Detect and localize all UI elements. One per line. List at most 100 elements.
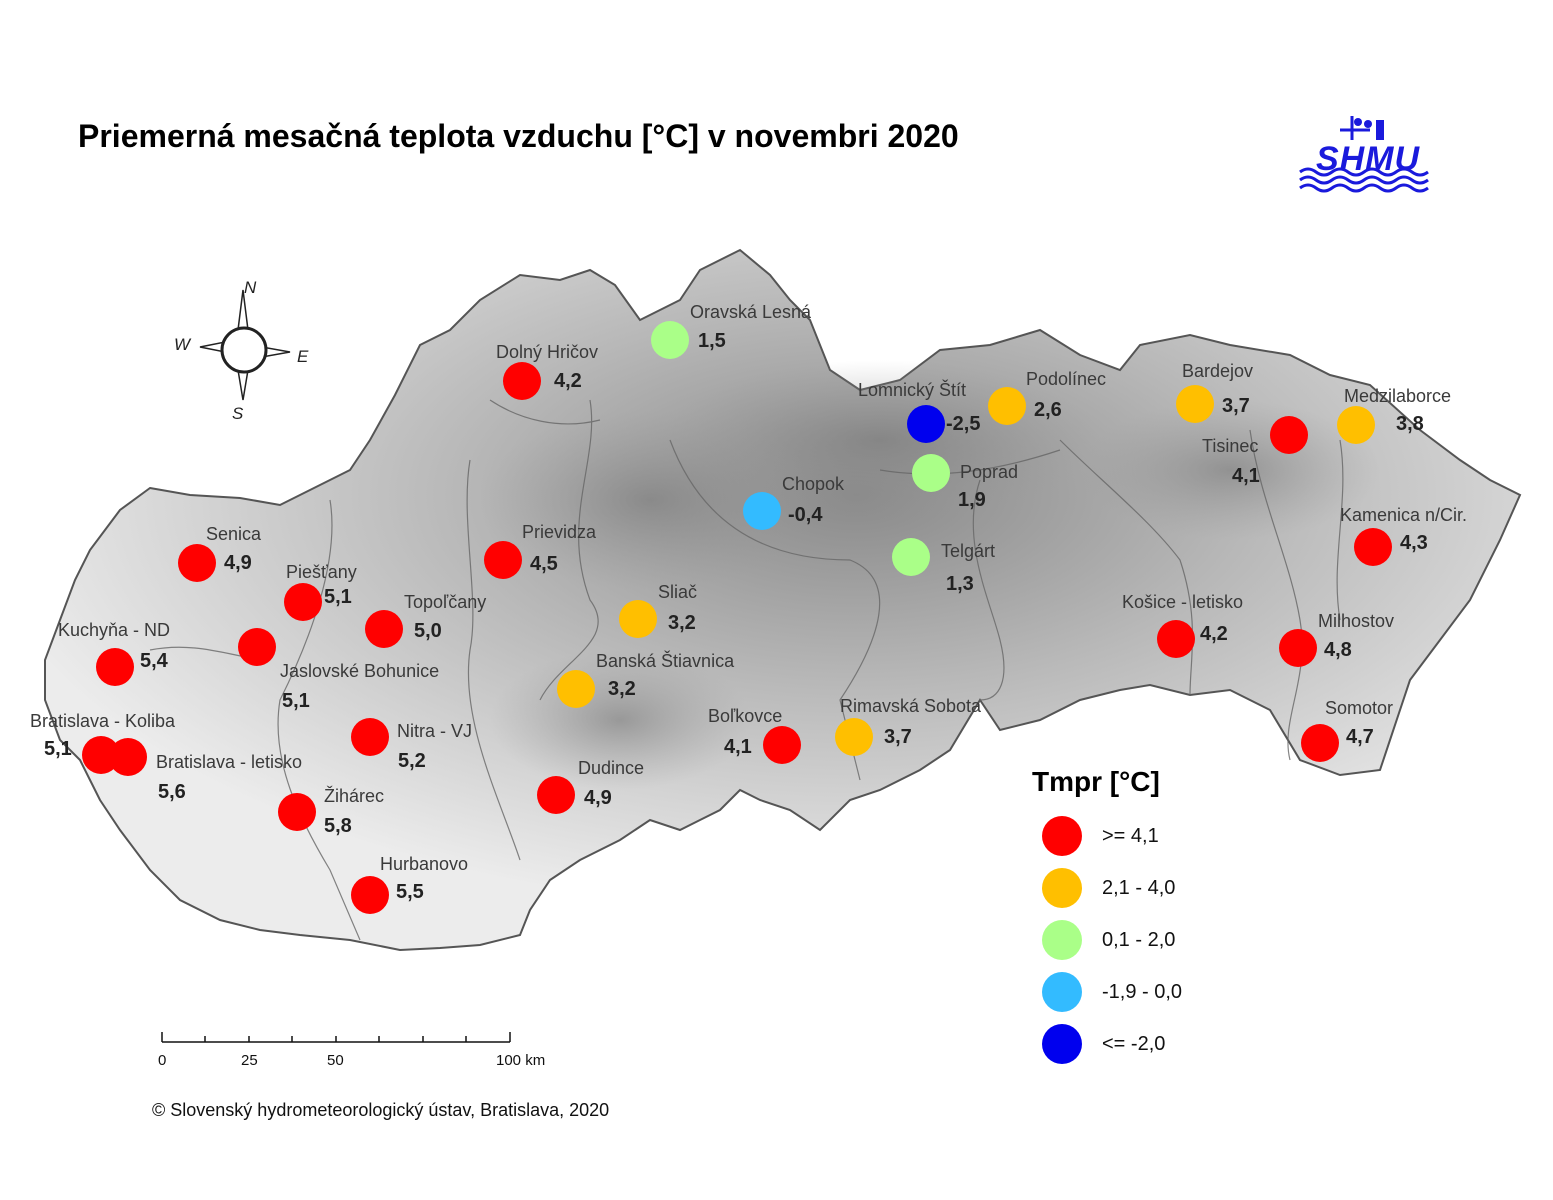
station-name: Kamenica n/Cir. xyxy=(1340,505,1467,525)
station-name: Telgárt xyxy=(941,541,995,561)
compass-north: N xyxy=(244,278,257,297)
station-marker xyxy=(912,454,950,492)
station: Senica 4,9 xyxy=(178,524,262,582)
station-value: -0,4 xyxy=(788,504,823,526)
station-marker xyxy=(743,492,781,530)
station-name: Dudince xyxy=(578,758,644,778)
station-name: Somotor xyxy=(1325,698,1393,718)
station-marker xyxy=(1279,629,1317,667)
scale-label-50: 50 xyxy=(327,1052,344,1069)
station-name: Medzilaborce xyxy=(1344,386,1451,406)
station-value: 4,9 xyxy=(224,552,252,574)
station-marker xyxy=(178,544,216,582)
legend-label: 2,1 - 4,0 xyxy=(1102,877,1176,899)
station-name: Senica xyxy=(206,524,262,544)
station-marker xyxy=(109,738,147,776)
station-name: Banská Štiavnica xyxy=(596,650,735,671)
station-marker xyxy=(284,583,322,621)
station: Boľkovce 4,1 xyxy=(708,706,801,764)
station: Piešťany 5,1 xyxy=(284,562,357,621)
station: Nitra - VJ 5,2 xyxy=(351,718,472,772)
legend-swatch xyxy=(1042,1024,1082,1064)
station-value: 5,1 xyxy=(324,586,352,608)
legend-label: >= 4,1 xyxy=(1102,825,1159,847)
station-marker xyxy=(619,600,657,638)
station-value: 4,2 xyxy=(1200,623,1228,645)
station-value: 3,7 xyxy=(884,726,912,748)
compass-rose xyxy=(199,289,291,401)
station: Tisinec 4,1 xyxy=(1202,416,1308,487)
station-value: 4,7 xyxy=(1346,726,1374,748)
station-value: 5,2 xyxy=(398,750,426,772)
station-marker xyxy=(238,628,276,666)
scale-label-100km: 100 km xyxy=(496,1052,546,1069)
station: Topoľčany 5,0 xyxy=(365,592,486,648)
station-value: 4,8 xyxy=(1324,639,1352,661)
legend-swatch xyxy=(1042,972,1082,1012)
legend-swatch xyxy=(1042,868,1082,908)
station-name: Hurbanovo xyxy=(380,854,468,874)
legend-label: -1,9 - 0,0 xyxy=(1102,981,1183,1003)
station-marker xyxy=(835,718,873,756)
station: Žihárec 5,8 xyxy=(278,786,384,837)
station: Košice - letisko 4,2 xyxy=(1122,592,1243,658)
station: Lomnický Štít -2,5 xyxy=(858,379,980,443)
station-marker xyxy=(1176,385,1214,423)
station-marker xyxy=(1337,406,1375,444)
station-name: Podolínec xyxy=(1026,369,1106,389)
compass-east: E xyxy=(297,347,309,366)
station-value: 4,5 xyxy=(530,553,558,575)
station: Oravská Lesná 1,5 xyxy=(651,302,812,359)
station-marker xyxy=(557,670,595,708)
scale-label-0: 0 xyxy=(158,1052,167,1069)
station-value: 5,1 xyxy=(282,690,310,712)
station-name: Žihárec xyxy=(324,786,384,806)
station-marker xyxy=(365,610,403,648)
station-marker xyxy=(351,718,389,756)
station: Poprad 1,9 xyxy=(912,454,1018,511)
station-marker xyxy=(82,736,120,774)
station-value: 4,2 xyxy=(554,370,582,392)
station-value: 5,6 xyxy=(158,781,186,803)
scale-label-25: 25 xyxy=(241,1052,258,1069)
station-marker xyxy=(907,405,945,443)
station-name: Boľkovce xyxy=(708,706,782,726)
station-marker xyxy=(1157,620,1195,658)
station: Chopok -0,4 xyxy=(743,474,845,530)
legend-swatch xyxy=(1042,816,1082,856)
station: Milhostov 4,8 xyxy=(1279,611,1394,667)
station: Hurbanovo 5,5 xyxy=(351,854,468,914)
station-value: 5,0 xyxy=(414,620,442,642)
station-value: 4,3 xyxy=(1400,532,1428,554)
station: Kuchyňa - ND 5,4 xyxy=(58,620,170,686)
station-marker xyxy=(484,541,522,579)
station-name: Milhostov xyxy=(1318,611,1394,631)
legend-swatch xyxy=(1042,920,1082,960)
compass-west: W xyxy=(174,335,191,354)
station-marker xyxy=(503,362,541,400)
station-name: Nitra - VJ xyxy=(397,721,472,741)
station-marker xyxy=(351,876,389,914)
station-name: Lomnický Štít xyxy=(858,379,966,400)
station-name: Jaslovské Bohunice xyxy=(280,661,439,681)
shmu-logo-text: SHMU xyxy=(1315,140,1421,178)
station-marker xyxy=(1270,416,1308,454)
station-name: Poprad xyxy=(960,462,1018,482)
station-value: 4,9 xyxy=(584,787,612,809)
station-name: Prievidza xyxy=(522,522,597,542)
station: Sliač 3,2 xyxy=(619,582,697,638)
station-name: Kuchyňa - ND xyxy=(58,620,170,640)
copyright: © Slovenský hydrometeorologický ústav, B… xyxy=(152,1100,610,1120)
station: Banská Štiavnica 3,2 xyxy=(557,650,735,708)
station-value: 3,2 xyxy=(668,612,696,634)
station-value: 1,5 xyxy=(698,330,726,352)
map-title: Priemerná mesačná teplota vzduchu [°C] v… xyxy=(78,118,959,154)
station-marker xyxy=(1301,724,1339,762)
station-value: 5,4 xyxy=(140,650,169,672)
station: Prievidza 4,5 xyxy=(484,522,597,579)
station-marker xyxy=(892,538,930,576)
station-marker xyxy=(988,387,1026,425)
station-name: Sliač xyxy=(658,582,697,602)
station-marker xyxy=(96,648,134,686)
